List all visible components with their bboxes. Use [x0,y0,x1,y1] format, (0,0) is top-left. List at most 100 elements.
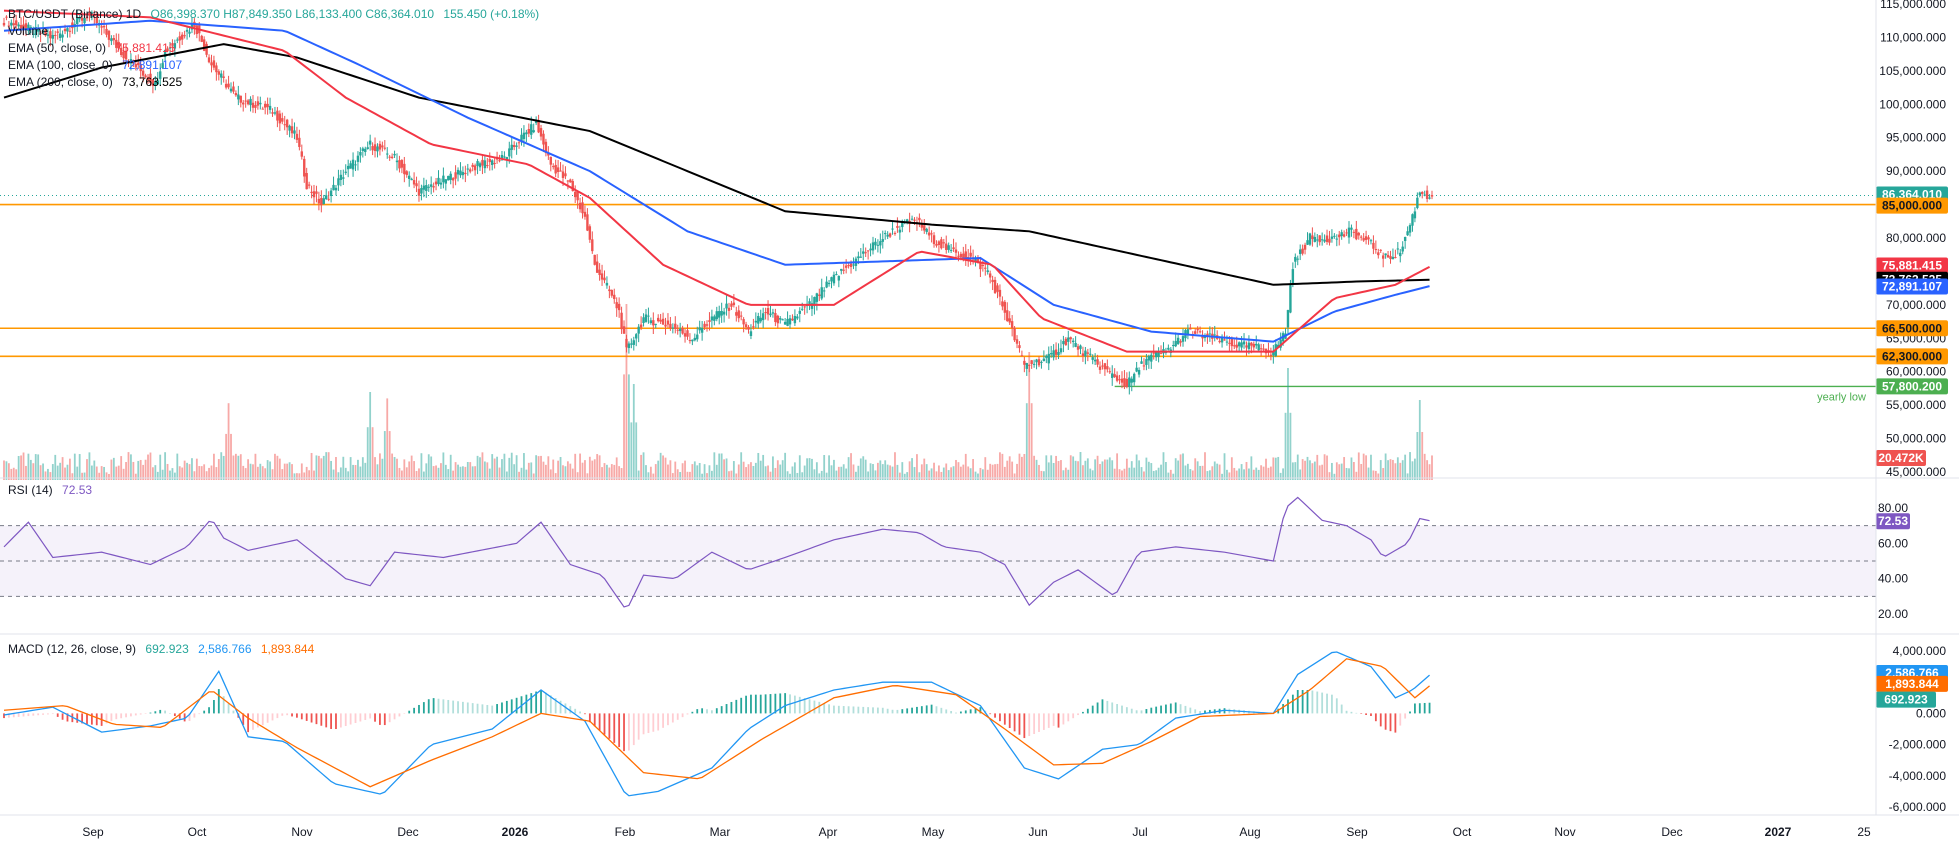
candle-body [1352,231,1356,233]
candle-body [344,171,347,173]
volume-bar [586,473,589,480]
candle-body [32,33,35,35]
volume-bar [1047,462,1050,480]
candle-body [15,20,18,26]
rsi-pane[interactable] [0,496,1876,608]
macd-histogram-bar [1370,713,1372,716]
volume-bar [183,460,186,480]
macd-histogram-bar [764,694,767,714]
candle-body [781,319,784,321]
volume-bar [1291,462,1294,480]
volume-bar [1394,463,1397,480]
candle-body [647,315,650,317]
price-axis[interactable]: 115,000.000110,000.000105,000.000100,000… [1876,0,1948,814]
candle-body [1411,214,1414,226]
volume-bar [798,455,801,480]
candle-body [1235,344,1238,348]
volume-bar [1221,473,1223,480]
volume-bar [674,461,677,480]
volume-bar [1272,457,1275,480]
candle-body [83,17,86,24]
candle-body [1052,350,1055,358]
volume-bar [110,459,113,480]
volume-bar [828,455,830,480]
volume-bar [737,464,740,480]
volume-bar [859,458,862,480]
volume-legend[interactable]: Volume [8,23,545,40]
macd-histogram-bar [1013,713,1016,732]
macd-histogram-bar [779,693,782,714]
volume-bar [1265,458,1267,480]
volume-bar [444,464,447,480]
volume-bar [1309,460,1311,480]
candle-body [671,327,675,329]
candle-body [254,105,257,108]
candle-body [791,318,794,321]
macd-histogram-bar [442,699,445,714]
ema50-legend[interactable]: EMA (50, close, 0) 75,881.415 [8,40,545,57]
price-tick-label: 70,000.000 [1886,298,1946,312]
macd-legend[interactable]: MACD (12, 26, close, 9) 692.923 2,586.76… [8,642,320,656]
volume-bar [1150,463,1153,480]
volume-bar [415,471,418,480]
volume-bar [520,467,523,480]
candle-body [881,239,884,242]
macd-histogram-bar [862,706,865,714]
volume-bar [928,470,931,480]
candle-body [19,25,23,30]
candle-body [410,178,413,181]
volume-bar [1318,465,1321,480]
volume-bar [950,467,953,480]
time-tick-label: Oct [188,825,207,839]
volume-bar [774,467,777,480]
volume-bar [261,466,264,480]
candle-body [1047,353,1050,364]
candle-body [1269,354,1273,356]
candle-body [422,185,426,190]
rsi-value-badge-bg [1876,513,1910,530]
volume-bar [310,452,313,480]
volume-bar [1133,467,1136,480]
symbol-line[interactable]: BTC/USDT (Binance) 1D O86,398.370 H87,84… [8,6,545,23]
volume-bar [147,454,149,480]
ema200-legend[interactable]: EMA (200, close, 0) 73,763.525 [8,74,545,91]
volume-bar [515,455,518,480]
candle-body [1262,348,1265,350]
macd-histogram-bar [164,710,167,714]
volume-bar [566,461,569,480]
candle-body [764,312,767,314]
time-axis[interactable]: Sep Oct Nov Dec 2026 Feb Mar Apr May Jun Jul Aug Sep… [82,825,1871,839]
volume-bar [598,455,601,480]
volume-bar [1050,455,1053,480]
main-price-pane[interactable]: yearly low [0,7,1876,480]
volume-bar [1238,468,1241,480]
volume-bar [1372,470,1375,480]
volume-bar [1116,453,1119,480]
macd-histogram-bar [1140,710,1143,714]
macd-histogram-bar [911,707,913,714]
macd-histogram-bar [1394,713,1397,733]
volume-bar [989,463,992,480]
candle-body [215,65,218,73]
candle-body [991,279,994,283]
volume-bar [496,456,498,480]
volume-bar [188,464,191,480]
candle-body [1128,377,1131,387]
volume-bar [144,459,147,480]
candle-body [1091,357,1094,360]
macd-histogram-bar [1038,713,1040,732]
volume-bar [1333,473,1336,480]
ema100-legend[interactable]: EMA (100, close, 0) 72,891.107 [8,57,545,74]
symbol-label[interactable]: BTC/USDT (Binance) 1D [8,7,142,21]
volume-bar [1130,461,1133,480]
macd-histogram-bar [549,695,552,714]
rsi-legend[interactable]: RSI (14) 72.53 [8,483,98,497]
volume-bar [1392,459,1394,480]
volume-bar [876,462,879,480]
volume-bar [430,456,433,480]
volume-bar [1169,469,1172,480]
macd-pane[interactable] [3,651,1431,797]
volume-bar [1335,462,1338,480]
macd-tick-label: 0.000 [1916,706,1946,720]
